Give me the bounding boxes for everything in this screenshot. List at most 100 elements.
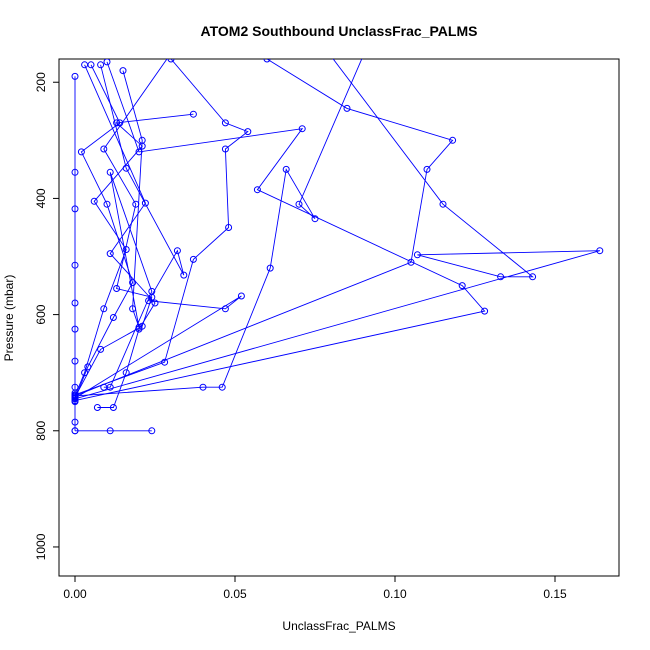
data-point — [161, 358, 169, 366]
data-point — [221, 305, 229, 313]
data-point — [106, 168, 114, 176]
data-point — [458, 282, 466, 290]
series-line-10 — [74, 64, 242, 399]
data-point — [295, 200, 303, 208]
data-point — [77, 148, 85, 156]
x-axis-label: UnclassFrac_PALMS — [282, 619, 395, 633]
series-line-2 — [74, 113, 194, 397]
data-point — [253, 186, 261, 194]
y-tick-label: 600 — [34, 304, 48, 324]
data-point — [71, 168, 79, 176]
data-point — [298, 125, 306, 133]
data-point — [93, 404, 101, 411]
data-point — [90, 197, 98, 205]
x-tick-label: 0.00 — [63, 587, 87, 601]
data-point — [244, 128, 252, 136]
series-line-3 — [74, 64, 134, 399]
data-point — [148, 287, 156, 295]
data-point — [135, 323, 143, 331]
data-point — [218, 383, 226, 391]
data-point — [199, 383, 207, 391]
data-point — [596, 247, 604, 255]
data-point — [97, 61, 105, 69]
data-point — [71, 394, 79, 402]
data-point — [343, 104, 351, 112]
data-point — [103, 59, 111, 66]
data-point — [71, 299, 79, 307]
x-axis: 0.00 0.05 0.10 0.15 — [63, 575, 567, 601]
plot-frame — [58, 58, 620, 577]
series-line-4 — [74, 59, 168, 398]
data-point — [221, 145, 229, 153]
data-point — [71, 383, 79, 391]
data-point — [529, 273, 537, 281]
data-point — [71, 205, 79, 213]
data-point — [180, 271, 188, 279]
data-point — [151, 299, 159, 307]
data-point — [106, 250, 114, 258]
data-point — [413, 251, 421, 259]
data-point — [138, 136, 146, 144]
x-tick-label: 0.05 — [223, 587, 247, 601]
data-point — [282, 165, 290, 173]
data-point — [173, 247, 181, 255]
x-tick-label: 0.15 — [543, 587, 567, 601]
data-point — [263, 59, 271, 63]
data-point — [423, 165, 431, 173]
data-point — [167, 59, 175, 63]
data-point — [266, 264, 274, 272]
y-tick-label: 1000 — [34, 533, 48, 560]
data-point — [109, 314, 117, 321]
data-point — [113, 285, 121, 292]
data-point — [135, 148, 143, 156]
data-point — [100, 305, 108, 313]
data-point — [141, 199, 149, 207]
data-point — [148, 427, 156, 435]
y-tick-label: 200 — [34, 72, 48, 92]
data-point — [119, 67, 127, 75]
data-point — [122, 164, 130, 172]
data-point — [189, 255, 197, 263]
data-point — [449, 136, 457, 144]
series-line-7 — [74, 59, 454, 397]
data-point — [311, 215, 319, 223]
data-point — [439, 200, 447, 208]
data-point — [221, 119, 229, 127]
series-line-12 — [103, 70, 153, 388]
data-point — [103, 200, 111, 208]
data-point — [71, 325, 79, 333]
data-point — [71, 72, 79, 80]
x-tick-label: 0.10 — [383, 587, 407, 601]
data-point — [129, 305, 137, 313]
data-point — [106, 427, 114, 435]
data-point — [122, 369, 130, 377]
series-line-5 — [74, 59, 249, 396]
data-point — [189, 110, 197, 118]
chart-title: ATOM2 Southbound UnclassFrac_PALMS — [201, 23, 478, 39]
data-point — [106, 383, 114, 391]
data-point — [109, 404, 117, 411]
y-tick-label: 800 — [34, 420, 48, 440]
data-point — [97, 345, 105, 353]
series-line-9 — [74, 61, 486, 402]
data-point — [81, 61, 89, 69]
data-point — [225, 224, 233, 231]
data-point — [497, 273, 505, 281]
data-point — [71, 418, 79, 426]
series-line-8 — [74, 59, 600, 400]
y-tick-label: 400 — [34, 188, 48, 208]
plot-area — [71, 59, 604, 435]
data-point — [129, 279, 137, 287]
data-point — [407, 258, 415, 266]
data-point — [100, 145, 108, 153]
data-point — [71, 357, 79, 365]
data-point — [71, 397, 79, 405]
data-point — [71, 261, 79, 269]
data-point — [481, 307, 489, 315]
series-line-6 — [74, 59, 363, 397]
data-point — [237, 292, 245, 300]
data-point — [71, 427, 79, 435]
series-line-11 — [84, 64, 156, 408]
y-axis-label: Pressure (mbar) — [2, 275, 16, 362]
